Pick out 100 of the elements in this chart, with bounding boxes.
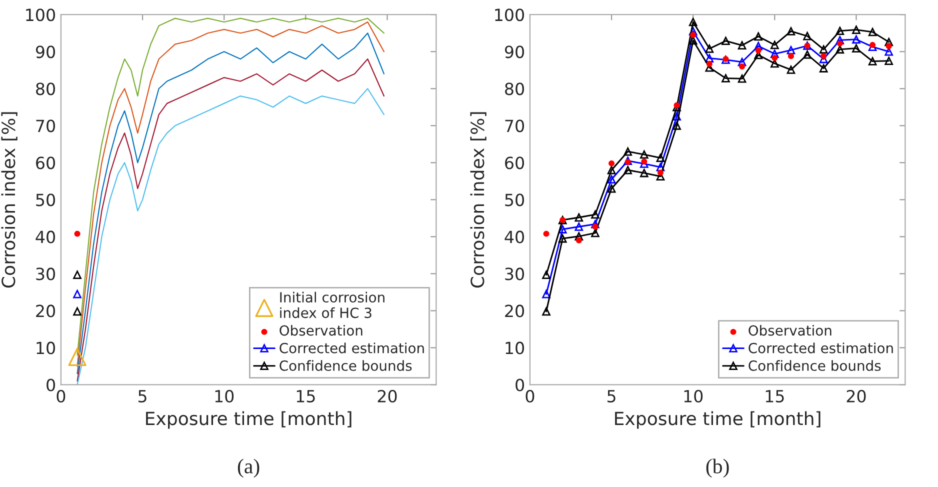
point [640, 168, 648, 178]
point [624, 166, 632, 174]
legend-label: Corrected estimation [748, 342, 893, 354]
point [852, 26, 860, 34]
x-tick-label: 10 [684, 390, 703, 402]
point [786, 27, 796, 36]
point [705, 44, 714, 53]
point [706, 60, 712, 67]
text: (a) [238, 458, 260, 478]
x-tick-label: 15 [296, 390, 315, 402]
point [788, 53, 794, 60]
point [705, 54, 714, 62]
y-axis-title: Corrosion index [%] [470, 112, 486, 288]
point [607, 175, 616, 184]
y-axis-title: Corrosion index [%] [1, 112, 18, 288]
point [574, 213, 584, 222]
point [690, 32, 696, 38]
point [886, 43, 892, 50]
y-tick-label: 40 [36, 230, 55, 244]
point [607, 184, 616, 193]
point [754, 42, 763, 50]
point [558, 225, 567, 234]
y-tick-label: 10 [506, 342, 524, 354]
point [772, 54, 778, 61]
y-tick-label: 100 [495, 8, 524, 22]
x-tick-label: 0 [56, 390, 66, 402]
point [543, 230, 550, 237]
y-tick-label: 60 [505, 156, 524, 170]
legend-label: Initial corrosion index of HC 3 [280, 292, 384, 318]
y-tick-label: 90 [36, 46, 55, 58]
y-tick-label: 60 [36, 156, 55, 170]
x-tick-label: 15 [766, 390, 784, 402]
y-tick-label: 20 [36, 304, 55, 318]
x-tick-label: 0 [526, 390, 534, 402]
y-tick-label: 100 [26, 8, 55, 22]
y-tick-label: 70 [505, 120, 524, 132]
legend-label: Observation [748, 324, 832, 336]
legend-label: Confidence bounds [280, 360, 412, 371]
point [542, 307, 550, 316]
point [836, 26, 844, 36]
point [819, 45, 828, 54]
y-tick-label: 80 [36, 82, 55, 96]
point [786, 46, 796, 54]
y-tick-label: 30 [36, 268, 55, 280]
point [803, 32, 812, 40]
point [870, 42, 876, 48]
point [884, 38, 894, 46]
y-tick-label: 10 [36, 342, 55, 354]
x-tick-label: 20 [378, 390, 397, 402]
point [592, 224, 598, 230]
point [820, 53, 827, 60]
point [542, 290, 550, 298]
point [852, 44, 860, 52]
point [574, 232, 584, 240]
legend-label: Confidence bounds [748, 360, 881, 371]
legend-label: Observation [280, 324, 362, 336]
point [657, 170, 664, 176]
point [739, 63, 746, 70]
point [738, 41, 746, 50]
point [738, 58, 746, 66]
point [656, 154, 665, 162]
point [672, 121, 681, 130]
point [722, 74, 730, 82]
point [803, 50, 812, 59]
point [591, 210, 600, 219]
point [836, 40, 843, 47]
point [574, 222, 584, 231]
point [819, 64, 828, 72]
point [591, 228, 600, 238]
x-tick-label: 20 [846, 390, 866, 402]
point [754, 32, 763, 41]
y-tick-label: 80 [505, 82, 524, 96]
x-tick-label: 5 [608, 390, 616, 402]
point [672, 112, 681, 121]
x-tick-label: 10 [215, 390, 234, 402]
point [770, 40, 779, 50]
y-tick-label: 90 [504, 46, 524, 58]
point [608, 160, 615, 166]
point [884, 56, 894, 66]
y-tick-label: 50 [505, 194, 524, 206]
point [770, 50, 779, 58]
y-tick-label: 0 [46, 378, 55, 392]
point [786, 66, 796, 74]
point [576, 237, 582, 244]
point [868, 57, 877, 66]
point [624, 158, 631, 165]
point [836, 36, 844, 44]
y-tick-label: 50 [36, 194, 55, 206]
point [836, 45, 844, 54]
point [558, 234, 567, 243]
x-axis-title: Exposure time [month] [146, 411, 352, 429]
text: (b) [706, 458, 729, 478]
y-tick-label: 0 [516, 378, 524, 392]
y-tick-label: 40 [504, 230, 524, 244]
point [852, 35, 860, 44]
point [624, 147, 632, 156]
point [722, 36, 730, 46]
legend-label: Corrected estimation [280, 342, 424, 354]
y-tick-label: 30 [505, 268, 524, 280]
point [640, 150, 648, 159]
